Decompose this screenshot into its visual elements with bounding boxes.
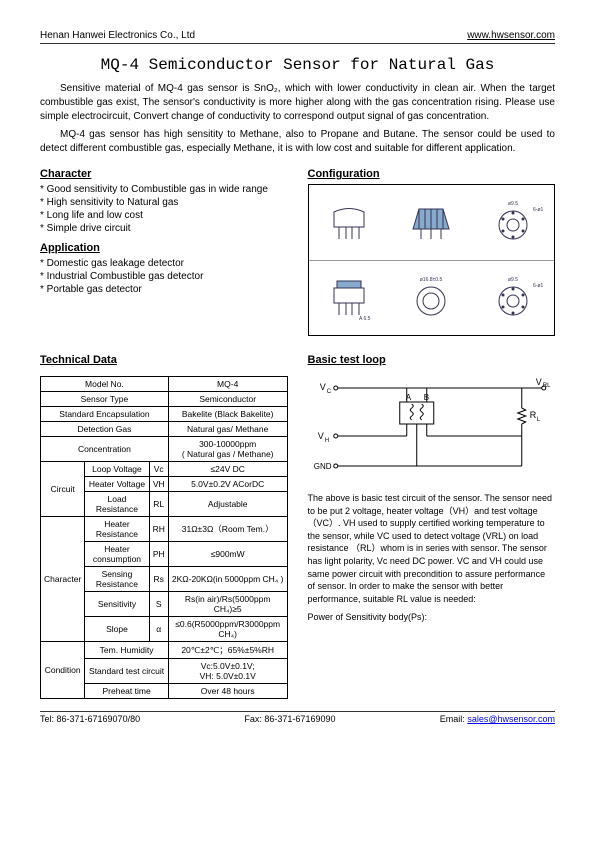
svg-text:A: A: [405, 393, 411, 402]
svg-text:GND: GND: [313, 462, 331, 471]
char-item: * Simple drive circuit: [40, 223, 288, 234]
testloop-heading: Basic test loop: [308, 354, 556, 366]
configuration-heading: Configuration: [308, 168, 556, 180]
app-item: * Domestic gas leakage detector: [40, 258, 288, 269]
sensor-top-icon: [390, 185, 472, 260]
company-name: Henan Hanwei Electronics Co., Ltd: [40, 30, 195, 41]
char-item: * High sensitivity to Natural gas: [40, 197, 288, 208]
svg-text:6-ø1: 6-ø1: [533, 283, 543, 289]
sensor-side2-icon: A 6.5: [309, 261, 391, 336]
sensor-side-icon: [309, 185, 391, 260]
svg-text:V: V: [535, 377, 541, 387]
footer-email: Email: sales@hwsensor.com: [440, 714, 555, 724]
page-title: MQ-4 Semiconductor Sensor for Natural Ga…: [40, 56, 555, 74]
svg-text:H: H: [324, 438, 328, 444]
intro-para-1: Sensitive material of MQ-4 gas sensor is…: [40, 82, 555, 124]
app-item: * Industrial Combustible gas detector: [40, 271, 288, 282]
footer-fax: Fax: 86-371-67169090: [244, 714, 335, 724]
email-link[interactable]: sales@hwsensor.com: [467, 714, 555, 724]
website-url: www.hwsensor.com: [467, 30, 555, 41]
svg-text:ø16.8±0.5: ø16.8±0.5: [420, 277, 443, 283]
svg-text:ø9.5: ø9.5: [508, 277, 518, 283]
svg-text:B: B: [423, 393, 428, 402]
sensor-bottom-icon: ø9.5 6-ø1: [472, 185, 554, 260]
technical-table: Model No.MQ-4 Sensor TypeSemiconductor S…: [40, 376, 288, 699]
app-item: * Portable gas detector: [40, 284, 288, 295]
sensor-bottom2-icon: ø16.8±0.5: [390, 261, 472, 336]
page-header: Henan Hanwei Electronics Co., Ltd www.hw…: [40, 30, 555, 44]
technical-heading: Technical Data: [40, 354, 288, 366]
application-heading: Application: [40, 242, 288, 254]
svg-text:RL: RL: [542, 383, 550, 389]
circuit-description-last: Power of Sensitivity body(Ps):: [308, 611, 556, 624]
svg-text:R: R: [529, 410, 536, 420]
sensor-bottom3-icon: ø9.5 6-ø1: [472, 261, 554, 336]
svg-text:A 6.5: A 6.5: [359, 316, 371, 322]
circuit-diagram: VC AB VH RL: [308, 376, 556, 486]
page-footer: Tel: 86-371-67169070/80 Fax: 86-371-6716…: [40, 711, 555, 724]
intro-para-2: MQ-4 gas sensor has high sensitity to Me…: [40, 128, 555, 156]
svg-text:V: V: [319, 382, 325, 392]
configuration-diagram: ø9.5 6-ø1 A 6.5 ø16.8±0.5 ø9.5 6-ø1: [308, 184, 556, 336]
circuit-description: The above is basic test circuit of the s…: [308, 492, 556, 605]
footer-tel: Tel: 86-371-67169070/80: [40, 714, 140, 724]
svg-text:C: C: [326, 389, 331, 395]
character-heading: Character: [40, 168, 288, 180]
svg-text:L: L: [536, 417, 540, 423]
svg-text:V: V: [317, 431, 323, 441]
char-item: * Good sensitivity to Combustible gas in…: [40, 184, 288, 195]
char-item: * Long life and low cost: [40, 210, 288, 221]
svg-text:ø9.5: ø9.5: [508, 201, 518, 207]
svg-text:6-ø1: 6-ø1: [533, 207, 543, 213]
